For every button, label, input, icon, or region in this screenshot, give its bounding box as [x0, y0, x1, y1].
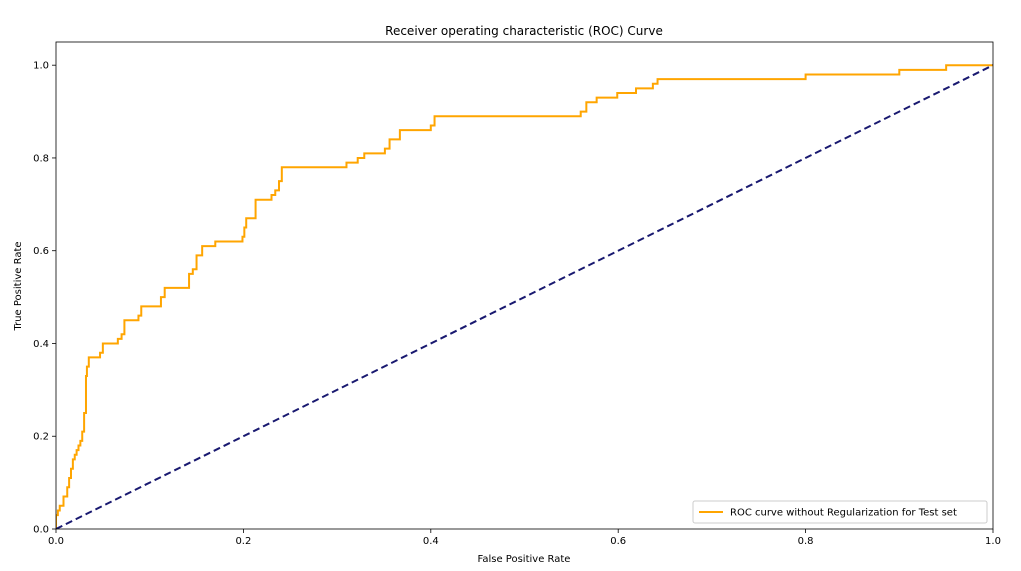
x-tick-label: 0.0 — [48, 536, 64, 547]
x-tick-label: 0.8 — [798, 536, 814, 547]
plot-area — [56, 64, 993, 529]
x-tick-label: 0.4 — [423, 536, 439, 547]
y-tick-label: 0.6 — [33, 246, 49, 257]
roc-curve-line — [56, 64, 993, 529]
y-tick-label: 0.0 — [33, 525, 49, 536]
x-tick-label: 1.0 — [985, 536, 1001, 547]
x-axis-label: False Positive Rate — [478, 554, 571, 565]
y-tick-label: 0.4 — [33, 339, 49, 350]
y-tick-label: 1.0 — [33, 61, 49, 72]
y-tick-label: 0.8 — [33, 153, 49, 164]
x-tick-label: 0.6 — [610, 536, 626, 547]
axes-frame — [55, 41, 994, 530]
y-axis-label: True Positive Rate — [13, 241, 24, 331]
legend: ROC curve without Regularization for Tes… — [692, 500, 988, 524]
y-tick-label: 0.2 — [33, 432, 49, 443]
diagonal-reference-line — [56, 64, 993, 529]
legend-box — [692, 500, 988, 524]
chart-title: Receiver operating characteristic (ROC) … — [385, 24, 663, 38]
legend-entry-label: ROC curve without Regularization for Tes… — [730, 508, 957, 519]
x-axis: 0.0 0.2 0.4 0.6 0.8 1.0 — [48, 529, 1001, 547]
y-axis: 0.0 0.2 0.4 0.6 0.8 1.0 — [33, 61, 56, 536]
x-tick-label: 0.2 — [235, 536, 251, 547]
